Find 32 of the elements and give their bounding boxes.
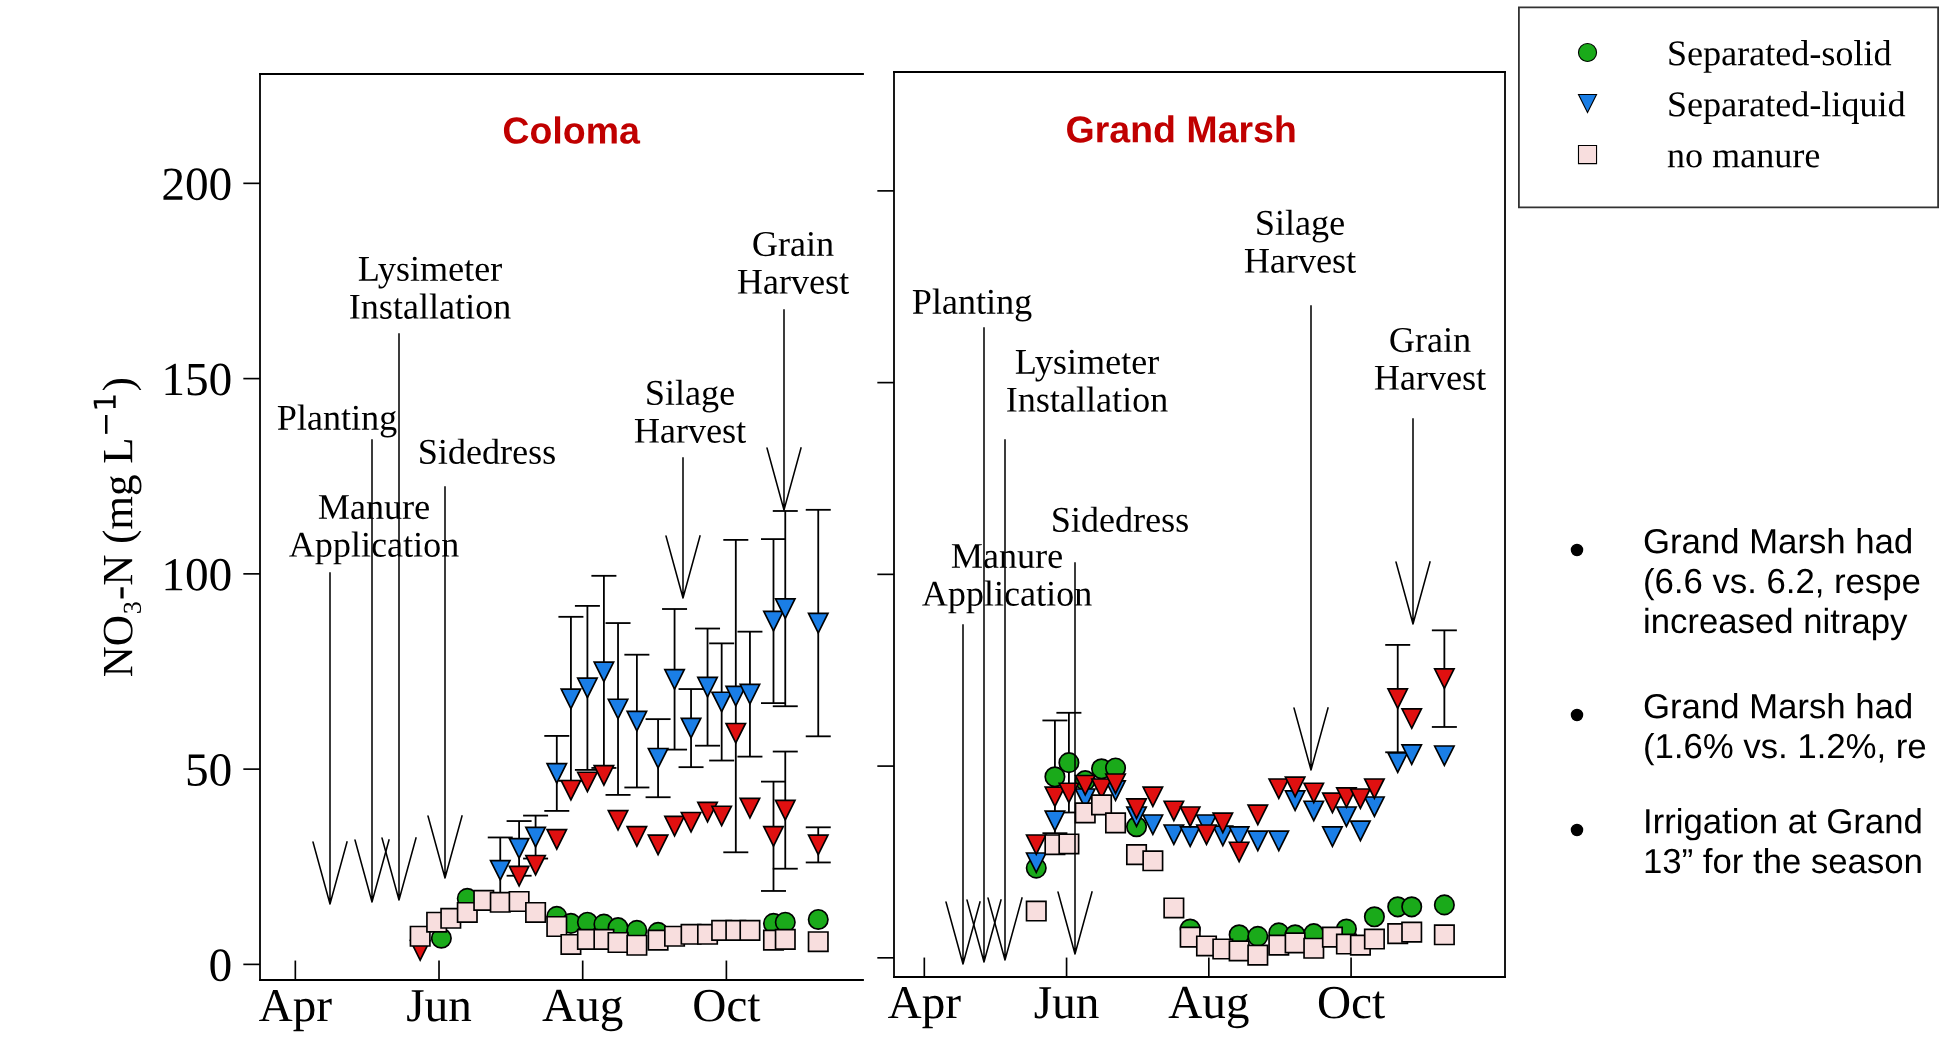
y-tick-label: 100 (165, 558, 231, 591)
annotation: Sidedress (1053, 506, 1188, 533)
annotation: Planting (277, 404, 397, 438)
x-tick-label: Oct (1318, 986, 1385, 1019)
annotation: Lysimeter Installation (1007, 349, 1168, 412)
legend-label: no manure (1667, 150, 1820, 168)
x-tick-label: Jun (407, 990, 472, 1022)
annotation: Grain Harvest (1374, 327, 1486, 390)
x-tick-label: Oct (694, 989, 761, 1022)
text: Grand Marsh (1067, 115, 1295, 143)
annotation: Grain Harvest (737, 231, 849, 294)
text: Grand Marsh had (1.6% vs. 1.2%, re (1644, 693, 1926, 766)
annotation: Sidedress (420, 438, 555, 465)
legend-label: Separated-solid (1669, 40, 1892, 73)
text: Grand Marsh had (6.6 vs. 6.2, respe increased nitrapy (1644, 528, 1920, 641)
x-tick-label: Jun (1034, 987, 1099, 1019)
x-tick-label: Aug (1168, 986, 1249, 1029)
annotation: Lysimeter Installation (350, 256, 511, 319)
legend-label: Separated-liquid (1669, 91, 1906, 124)
y-tick-label: 150 (165, 363, 231, 396)
text: Irrigation at Grand 13” for the season (1645, 808, 1921, 874)
y-tick-label: 0 (210, 949, 231, 982)
x-tick-label: Apr (888, 986, 961, 1029)
annotation: Planting (912, 288, 1032, 322)
x-tick-label: Aug (542, 989, 623, 1032)
annotation: Silage Harvest (1244, 209, 1356, 273)
x-tick-label: Apr (259, 989, 332, 1032)
annotation: Silage Harvest (634, 379, 746, 443)
y-tick-label: 50 (187, 754, 231, 786)
text: Coloma (503, 116, 641, 144)
y-tick-label: 200 (163, 168, 231, 201)
y-axis-title: NO₃-N (mg L$^{−1}$) (93, 378, 142, 677)
